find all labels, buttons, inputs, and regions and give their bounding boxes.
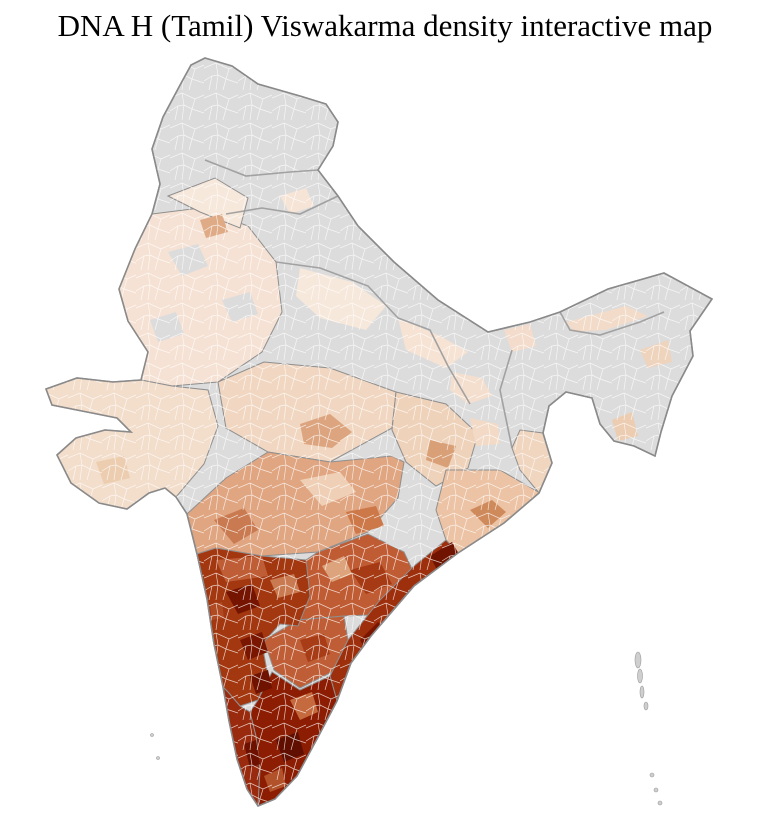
island-andaman-1[interactable] <box>634 651 642 669</box>
island-andaman-2[interactable] <box>637 668 643 684</box>
state-border-assam <box>559 311 665 336</box>
island-nicobar-3[interactable] <box>657 800 663 806</box>
island-nicobar-1[interactable] <box>649 772 655 778</box>
coastline-outline <box>44 57 714 807</box>
district-boundaries-overlay <box>46 58 712 806</box>
state-border-himachal <box>225 195 339 215</box>
island-lakshadweep-1[interactable] <box>150 733 154 737</box>
page-title: DNA H (Tamil) Viswakarma density interac… <box>57 8 713 43</box>
state-border-bihar <box>397 317 471 405</box>
island-lakshadweep-2[interactable] <box>156 756 160 760</box>
island-nicobar-2[interactable] <box>653 787 659 793</box>
islands[interactable] <box>150 651 663 806</box>
island-andaman-3[interactable] <box>639 685 645 699</box>
state-borders <box>204 159 665 449</box>
state-border-kashmir <box>204 159 319 177</box>
island-andaman-4[interactable] <box>643 701 649 711</box>
state-border-bengal-west <box>499 349 513 449</box>
state-border-up-south <box>275 261 399 319</box>
